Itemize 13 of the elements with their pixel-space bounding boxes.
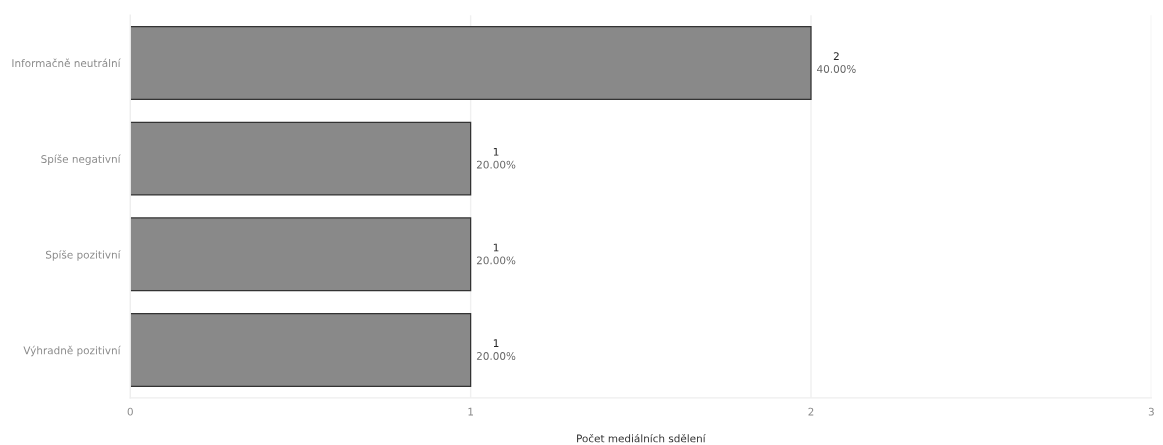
data-label: 1 20.00% [476,243,516,265]
x-tick-label: 1 [468,407,473,416]
y-tick-label: Výhradně pozitivní [23,345,121,357]
data-label: 2 40.00% [817,52,856,73]
y-tick-label: Spíše pozitivní [45,250,121,261]
x-tick-label: 2 [808,407,814,416]
x-tick-label: 0 [127,407,133,416]
y-tick-label: Spíše negativní [41,154,121,165]
x-axis-title: Počet mediálních sdělení [577,433,706,443]
data-label: 1 20.00% [476,148,516,169]
x-tick-label: 3 [1148,407,1154,416]
y-tick-label: Informačně neutrální [12,58,121,68]
data-label: 1 20.00% [476,339,516,360]
